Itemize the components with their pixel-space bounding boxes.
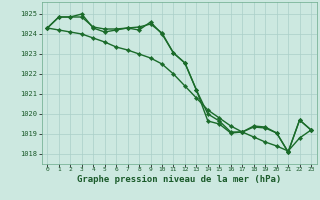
- X-axis label: Graphe pression niveau de la mer (hPa): Graphe pression niveau de la mer (hPa): [77, 175, 281, 184]
